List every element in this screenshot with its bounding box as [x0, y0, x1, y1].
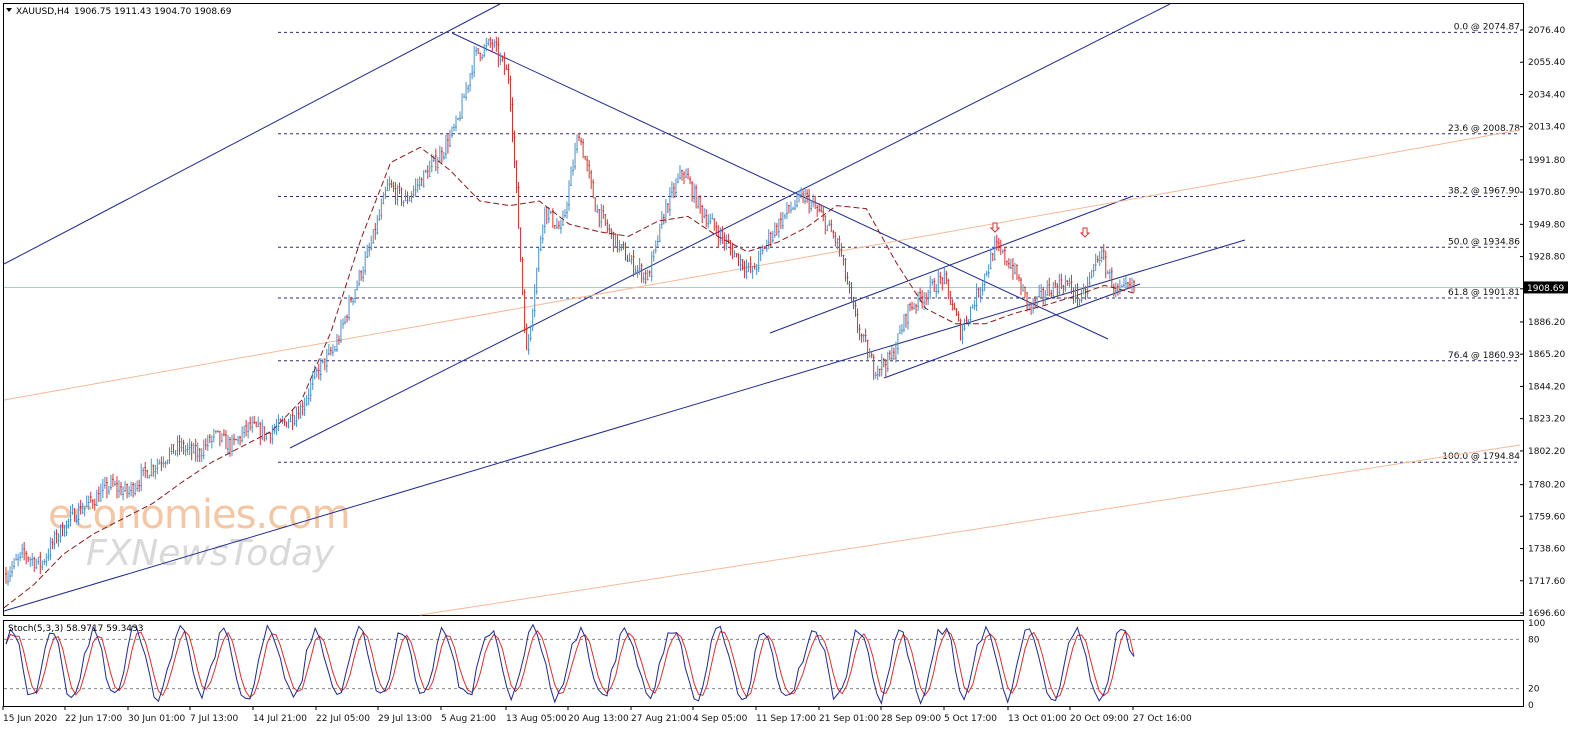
moving-average-line	[3, 146, 1135, 609]
x-tick-label: 20 Aug 13:00	[568, 714, 629, 724]
x-tick-label: 5 Aug 21:00	[441, 714, 496, 724]
watermark-line1: economies.com	[48, 492, 350, 538]
last-price-tag: 1908.69	[1524, 281, 1568, 294]
fib-label: 0.0 @ 2074.87	[1454, 22, 1520, 32]
stochastic-indicator: 100 80 20 0	[4, 619, 1545, 711]
y-tick-label: 2076.40	[1528, 26, 1565, 36]
y-tick-label: 1970.80	[1528, 188, 1565, 198]
x-tick-label: 13 Oct 01:00	[1008, 714, 1067, 724]
ohlc-label: 1906.75 1911.43 1904.70 1908.69	[74, 7, 232, 17]
candles	[5, 36, 1135, 586]
y-tick-label: 1928.80	[1528, 253, 1565, 263]
trendline[interactable]	[883, 283, 1141, 379]
trendline[interactable]	[3, 239, 1246, 612]
stoch-main-line	[5, 623, 1135, 705]
x-tick-label: 14 Jul 21:00	[253, 714, 307, 724]
stoch-label: Stoch(5,3,3) 58.9717 59.3433	[8, 624, 143, 634]
y-tick-label: 2034.40	[1528, 90, 1565, 100]
x-tick-label: 27 Oct 16:00	[1133, 714, 1192, 724]
y-tick-label: 1949.80	[1528, 220, 1565, 230]
x-tick-label: 27 Aug 21:00	[631, 714, 692, 724]
main-plot-frame	[3, 3, 1524, 616]
down-arrow-icon	[989, 222, 1001, 233]
x-tick-label: 11 Sep 17:00	[756, 714, 816, 724]
y-tick-label: 1759.60	[1528, 512, 1565, 522]
fib-label: 100.0 @ 1794.84	[1442, 452, 1520, 462]
y-tick-label: 1823.20	[1528, 415, 1565, 425]
x-tick-label: 20 Oct 09:00	[1070, 714, 1129, 724]
x-tick-label: 13 Aug 05:00	[506, 714, 567, 724]
fib-label: 23.6 @ 2008.78	[1448, 124, 1520, 134]
y-tick-label: 1696.60	[1528, 609, 1565, 619]
regression-channel-line[interactable]	[3, 129, 1521, 401]
y-tick-label: 2055.40	[1528, 58, 1565, 68]
moving-average	[3, 146, 1135, 609]
down-arrow-icon	[1079, 227, 1091, 238]
x-tick-label: 22 Jul 05:00	[316, 714, 370, 724]
y-tick-label: 1717.60	[1528, 577, 1565, 587]
x-tick-label: 4 Sep 05:00	[693, 714, 748, 724]
time-axis: 15 Jun 2020 22 Jun 17:00 30 Jun 01:00 7 Jul…	[2, 706, 1192, 724]
trendlines	[3, 3, 1521, 616]
x-tick-label: 5 Oct 17:00	[944, 714, 997, 724]
stoch-tick-label: 20	[1528, 685, 1540, 695]
price-axis: 2076.40 2055.40 2034.40 2013.40 1991.80 1970.…	[1520, 26, 1565, 619]
symbol-label: XAUUSD,H4	[16, 7, 70, 17]
stoch-tick-label: 0	[1528, 701, 1534, 711]
fib-label: 38.2 @ 1967.90	[1448, 187, 1520, 197]
x-tick-label: 7 Jul 13:00	[190, 714, 239, 724]
y-tick-label: 1738.60	[1528, 545, 1565, 555]
y-tick-label: 1780.20	[1528, 481, 1565, 491]
x-tick-label: 28 Sep 09:00	[881, 714, 941, 724]
fib-label: 50.0 @ 1934.86	[1448, 237, 1520, 247]
x-tick-label: 15 Jun 2020	[3, 714, 57, 724]
x-tick-label: 22 Jun 17:00	[65, 714, 122, 724]
y-tick-label: 1802.20	[1528, 447, 1565, 457]
x-tick-label: 30 Jun 01:00	[128, 714, 185, 724]
trendline[interactable]	[451, 32, 1109, 340]
regression-channel-line[interactable]	[419, 444, 1521, 616]
watermark-line2: FXNewsToday	[86, 533, 335, 574]
fib-label: 76.4 @ 1860.93	[1448, 351, 1520, 361]
stoch-tick-label: 80	[1528, 635, 1540, 645]
y-tick-label: 1886.20	[1528, 318, 1565, 328]
y-tick-label: 2013.40	[1528, 123, 1565, 133]
x-tick-label: 29 Jul 13:00	[378, 714, 432, 724]
last-price-text: 1908.69	[1527, 284, 1564, 294]
arrow-markers	[989, 222, 1091, 238]
y-tick-label: 1865.20	[1528, 350, 1565, 360]
stoch-plot-frame	[3, 620, 1524, 707]
x-tick-label: 21 Sep 01:00	[819, 714, 879, 724]
chart-header: XAUUSD,H4 1906.75 1911.43 1904.70 1908.6…	[6, 7, 232, 17]
trendline[interactable]	[3, 3, 501, 265]
stoch-tick-label: 100	[1528, 619, 1545, 629]
chevron-down-icon[interactable]	[6, 8, 12, 12]
stoch-signal-line	[5, 629, 1135, 699]
trendline[interactable]	[769, 195, 1134, 334]
y-tick-label: 1844.20	[1528, 382, 1565, 392]
fib-levels: 0.0 @ 2074.87 23.6 @ 2008.78 38.2 @ 1967.9…	[4, 22, 1520, 463]
fib-label: 61.8 @ 1901.81	[1448, 288, 1520, 298]
trendline[interactable]	[289, 3, 1171, 449]
y-tick-label: 1991.80	[1528, 156, 1565, 166]
